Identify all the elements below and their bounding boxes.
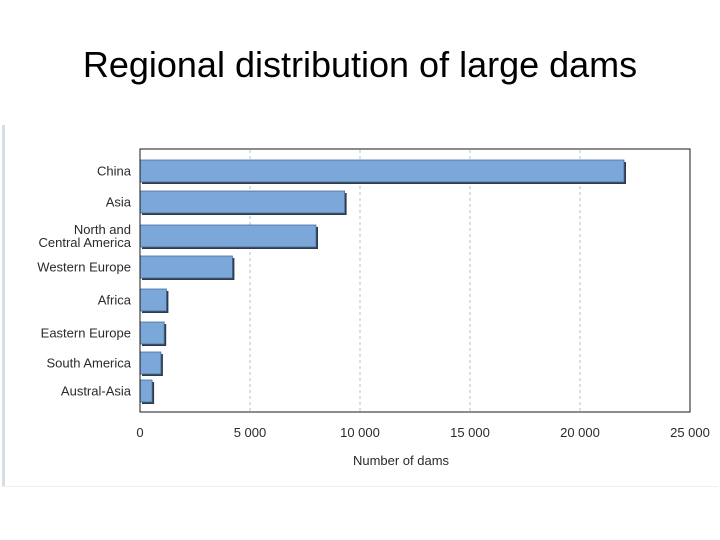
bars	[139, 159, 626, 404]
category-label: Western Europe	[37, 260, 131, 275]
category-label: Africa	[98, 293, 132, 308]
bar	[139, 224, 318, 249]
bar	[139, 190, 347, 215]
bar	[139, 379, 155, 404]
left-border	[2, 125, 5, 487]
plot-frame	[139, 148, 691, 413]
bar-fill	[139, 190, 346, 214]
bar-fill	[139, 255, 233, 279]
x-tick-label: 15 000	[450, 425, 490, 440]
category-labels: China Asia North and Central America Western…	[37, 164, 131, 399]
bar-fill	[139, 321, 165, 345]
category-label: North and Central America	[39, 222, 132, 250]
x-tick-label: 10 000	[340, 425, 380, 440]
bar-fill	[139, 224, 317, 248]
bar	[139, 351, 163, 376]
x-tick-label: 5 000	[234, 425, 267, 440]
grid-lines	[249, 150, 581, 411]
bar-fill	[139, 159, 625, 183]
x-tick-label: 0	[136, 425, 143, 440]
bottom-border	[2, 486, 718, 487]
x-tick-labels: 0 5 000 10 000 15 000 20 000 25 000	[136, 425, 710, 440]
bar	[139, 321, 167, 346]
bar	[139, 159, 626, 184]
category-label: South America	[46, 356, 131, 371]
category-label: Asia	[106, 195, 132, 210]
slide-title: Regional distribution of large dams	[82, 44, 638, 85]
bar-fill	[139, 288, 167, 312]
bar-fill	[139, 351, 162, 375]
bar-fill	[139, 379, 153, 403]
bar	[139, 255, 235, 280]
category-label: China	[97, 164, 132, 179]
category-label: Eastern Europe	[41, 326, 131, 341]
x-axis-label: Number of dams	[353, 453, 450, 468]
x-tick-label: 20 000	[560, 425, 600, 440]
bar	[139, 288, 169, 313]
category-label: Austral-Asia	[61, 384, 132, 399]
x-tick-label: 25 000	[670, 425, 710, 440]
